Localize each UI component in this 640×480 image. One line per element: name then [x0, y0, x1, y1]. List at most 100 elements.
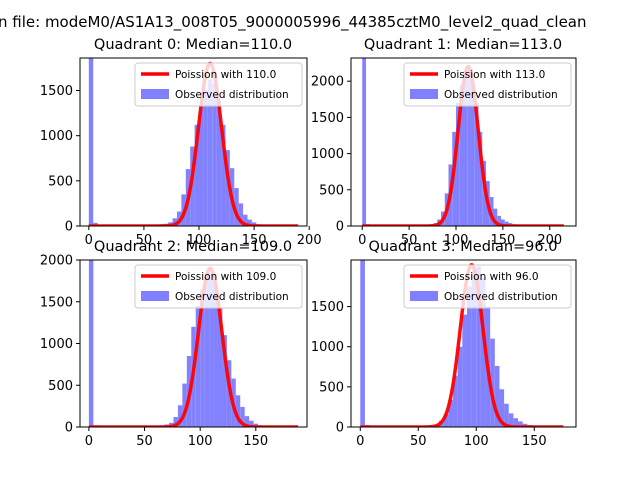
quadrant-0-hist-bar [172, 218, 177, 226]
quadrant-0-ytick-label: 0 [65, 220, 73, 235]
quadrant-3-hist-bar [476, 266, 481, 427]
quadrant-0-legend-box [134, 62, 303, 107]
quadrant-1-hist-bar [493, 208, 498, 226]
quadrant-0-ytick-label: 1500 [40, 84, 73, 99]
quadrant-0-hist-bar [216, 99, 222, 226]
quadrant-1-ytick-label: 2000 [311, 75, 344, 90]
figure-suptitle: n file: modeM0/AS1A13_008T05_9000005996_… [0, 13, 587, 32]
quadrant-2-hist-bar [213, 285, 218, 427]
quadrant-2-hist-bar [200, 289, 205, 427]
quadrant-3-hist-bar [457, 346, 463, 427]
quadrant-1-hist-bar [501, 219, 505, 226]
quadrant-2-ytick-label: 0 [65, 421, 73, 436]
quadrant-0-legend-hist-swatch [141, 89, 169, 99]
quadrant-1-legend-hist-label: Observed distribution [444, 89, 558, 101]
quadrant-1-hist-bar [459, 84, 464, 226]
quadrant-0-xtick-label: 200 [297, 233, 322, 248]
quadrant-1-title: Quadrant 1: Median=113.0 [364, 37, 562, 53]
quadrant-1-hist-bar [471, 81, 475, 226]
quadrant-3-panel: Quadrant 3: Median=96.0 0 50 100 1500 500 1000… [311, 239, 577, 449]
quadrant-1-legend-box [403, 62, 572, 107]
quadrant-panels: Quadrant 0: Median=110.00 50 100 150 2000500… [40, 37, 577, 449]
quadrant-3-legend-hist-label: Observed distribution [444, 291, 558, 303]
quadrant-0-hist-bar [225, 150, 230, 226]
quadrant-2-legend-hist-label: Observed distribution [175, 291, 289, 303]
quadrant-3-hist-bar [471, 270, 477, 427]
quadrant-1-hist-bar [474, 102, 479, 226]
quadrant-0-hist-bar [234, 188, 239, 226]
quadrant-3-ytick-label: 0 [336, 421, 344, 436]
quadrant-3-hist-bar [518, 421, 523, 427]
quadrant-2-ytick-label: 1000 [40, 337, 73, 352]
quadrant-2-hist-bar [209, 272, 214, 427]
quadrant-0-ytick-label: 1000 [40, 129, 73, 144]
quadrant-1-ytick-label: 1000 [311, 147, 344, 162]
quadrant-2-hist-bar [182, 383, 187, 427]
quadrant-0-axes-frame [79, 57, 308, 227]
quadrant-2-legend-fit-label: Poission with 109.0 [175, 271, 276, 283]
quadrant-2-hist-bar [249, 420, 254, 427]
quadrant-1-legend-hist-swatch [410, 89, 438, 99]
quadrant-0-legend-fit-label: Poission with 110.0 [175, 69, 276, 81]
quadrant-0-xtick-label: 150 [242, 233, 267, 248]
quadrant-2-xtick-label: 150 [243, 434, 268, 449]
quadrant-3-axes-frame [350, 259, 577, 428]
quadrant-0-title: Quadrant 0: Median=110.0 [94, 37, 292, 53]
quadrant-3-ytick-label: 1500 [311, 300, 344, 315]
quadrant-3-hist-bar [360, 260, 365, 427]
quadrant-2-xtick-label: 100 [188, 434, 213, 449]
quadrant-3-ytick-label: 500 [319, 380, 344, 395]
quadrant-0-xtick-label: 50 [136, 233, 153, 248]
quadrant-3-xtick-label: 50 [410, 434, 427, 449]
quadrant-2-legend: Poission with 109.0 Observed distribution [134, 264, 303, 309]
quadrant-3-xtick-label: 100 [464, 434, 489, 449]
quadrant-3-hist-bar [494, 365, 500, 427]
quadrant-1-ytick-label: 1500 [311, 111, 344, 126]
quadrant-2-ytick-label: 500 [48, 379, 73, 394]
quadrant-2-title: Quadrant 2: Median=109.0 [94, 239, 292, 255]
quadrant-2-panel: Quadrant 2: Median=109.00 50 100 1500500100… [40, 239, 308, 449]
quadrant-1-panel: Quadrant 1: Median=113.00 50 100 150 2000500… [311, 37, 577, 248]
quadrant-1-xtick-label: 0 [358, 233, 366, 248]
quadrant-2-legend-hist-swatch [141, 291, 169, 301]
quadrant-0-hist-bar [199, 105, 204, 226]
quadrant-3-hist-bar [490, 338, 495, 427]
quadrant-1-legend-fit-label: Poission with 113.0 [444, 69, 545, 81]
quadrant-2-legend-box [134, 264, 303, 309]
quadrant-3-hist-bar [443, 414, 449, 427]
quadrant-3-hist-bar [466, 286, 472, 427]
quadrant-3-hist-bar [448, 399, 454, 427]
quadrant-2-hist-bar [240, 406, 245, 427]
quadrant-0-poisson-line [88, 61, 299, 226]
quadrant-1-axes-frame [350, 57, 577, 227]
quadrant-2-xtick-label: 50 [136, 434, 153, 449]
quadrant-0-ytick-label: 500 [48, 174, 73, 189]
quadrant-1-hist-bar [362, 58, 366, 226]
quadrant-2-xtick-label: 0 [85, 434, 93, 449]
quadrant-2-hist-bar [88, 260, 94, 427]
quadrant-3-title: Quadrant 3: Median=96.0 [369, 239, 558, 255]
quadrant-3-ytick-label: 1000 [311, 340, 344, 355]
quadrant-3-legend: Poission with 96.0 Observed distribution [403, 264, 572, 309]
quadrant-1-hist-bar [497, 215, 501, 226]
quadrant-1-hist-bar [482, 160, 486, 226]
quadrant-0-legend-hist-label: Observed distribution [175, 89, 289, 101]
quadrant-2-ytick-label: 1500 [40, 295, 73, 310]
quadrant-1-hist-bar [456, 102, 460, 226]
quadrant-0-panel: Quadrant 0: Median=110.0 0 50 100 150 200 0 500… [40, 37, 322, 248]
quadrant-1-xtick-label: 150 [490, 233, 515, 248]
quadrant-1-hist-bar [504, 221, 509, 226]
quadrant-2-ytick-label: 2000 [40, 254, 73, 269]
quadrant-2-hist-bar [222, 335, 227, 427]
quadrant-3-hist-bar [453, 375, 458, 427]
quadrant-1-hist-bar [463, 73, 468, 226]
quadrant-1-hist-bar [478, 131, 483, 226]
quadrant-1-hist-bar [467, 70, 471, 226]
quadrant-0-xtick-label: 100 [187, 233, 212, 248]
quadrant-2-hist-bar [217, 308, 223, 427]
quadrant-3-xtick-label: 150 [522, 434, 547, 449]
quadrant-2-hist-bar [195, 305, 201, 427]
quadrant-0-hist-bar [238, 203, 244, 226]
quadrant-1-xtick-label: 100 [444, 233, 469, 248]
